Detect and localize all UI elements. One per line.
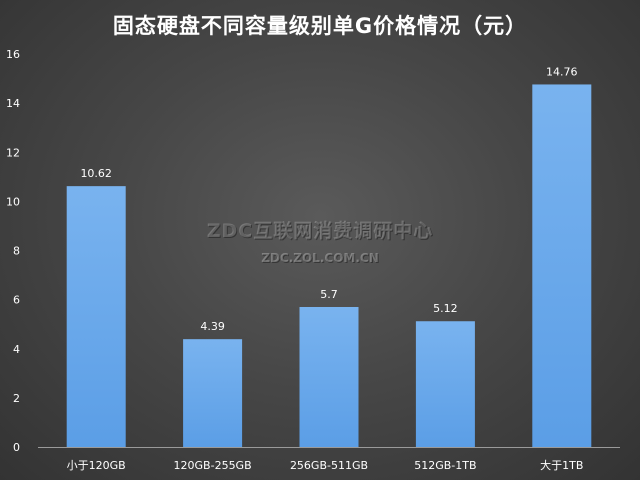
y-tick-label: 6 (13, 294, 20, 307)
bar-value-label: 4.39 (200, 320, 225, 333)
x-tick-label: 大于1TB (540, 458, 583, 472)
bars (66, 84, 592, 448)
bar (183, 339, 243, 447)
y-tick-label: 10 (6, 195, 20, 208)
bar (299, 306, 359, 447)
y-tick-label: 16 (6, 48, 20, 61)
y-tick-label: 0 (13, 441, 20, 454)
x-tick-label: 256GB-511GB (290, 459, 368, 472)
bar (66, 186, 126, 448)
y-axis: 0 2 4 6 8 10 12 14 16 (6, 48, 20, 454)
bar-value-label: 5.7 (320, 288, 338, 301)
x-axis: 小于120GB 120GB-255GB 256GB-511GB 512GB-1TB 大于… (38, 447, 620, 472)
y-tick-label: 2 (13, 392, 20, 405)
bar-value-label: 5.12 (433, 302, 458, 315)
x-tick-label: 120GB-255GB (174, 459, 252, 472)
y-tick-label: 14 (6, 97, 20, 110)
y-tick-label: 12 (6, 146, 20, 159)
bar-value-label: 10.62 (80, 167, 112, 180)
bar (415, 321, 475, 447)
bar-value-labels: 10.62 4.39 5.7 5.12 14.76 (80, 65, 577, 333)
bar (532, 84, 592, 448)
x-tick-label: 小于120GB (67, 459, 126, 472)
chart-title: 固态硬盘不同容量级别单G价格情况（元） (112, 14, 528, 38)
y-tick-label: 8 (13, 245, 20, 258)
x-tick-label: 512GB-1TB (414, 459, 476, 472)
y-tick-label: 4 (13, 343, 20, 356)
bar-value-label: 14.76 (546, 65, 578, 78)
